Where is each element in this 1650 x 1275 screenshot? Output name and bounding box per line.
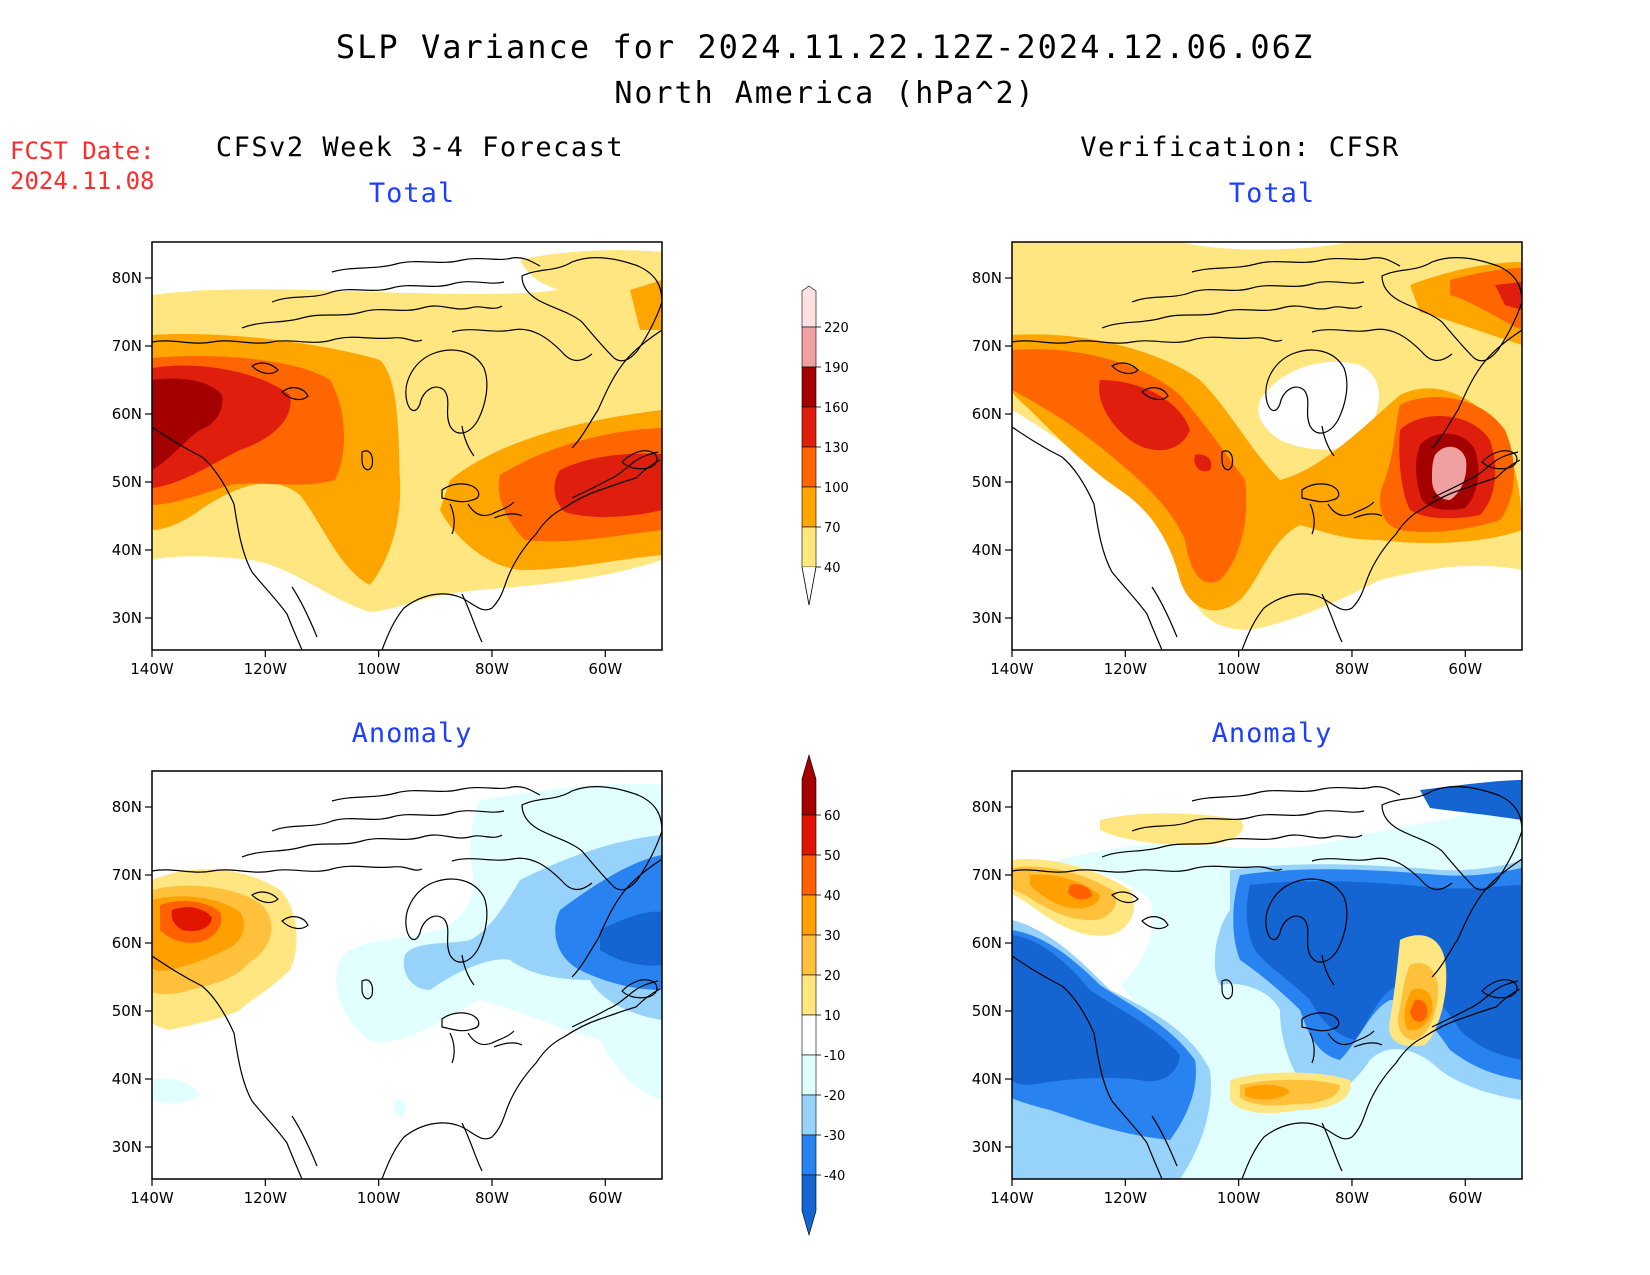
lon-tick-label: 80W [1335, 660, 1369, 678]
lon-tick-label: 140W [130, 660, 174, 678]
colorbar-segment [801, 446, 817, 488]
lat-tick-label: 60N [112, 934, 142, 952]
colorbar-label: -30 [824, 1129, 845, 1144]
lat-tick-label: 70N [112, 866, 142, 884]
colorbar-segment [801, 1174, 817, 1237]
colorbar-label: 160 [824, 401, 849, 416]
lat-tick-label: 80N [972, 798, 1002, 816]
colorbar-segment [801, 1094, 817, 1136]
colorbar-segment [801, 934, 817, 976]
lon-tick-label: 60W [588, 1189, 622, 1207]
lat-tick-label: 40N [972, 1070, 1002, 1088]
map-panel-fcst-anomaly [151, 770, 663, 1180]
colorbar-label: 20 [824, 969, 841, 984]
colorbar-segment [801, 366, 817, 408]
lat-tick-label: 80N [112, 798, 142, 816]
colorbar-label: 40 [824, 889, 841, 904]
axes-layer: 140W 120W 100W 80W 60W 80N 70N 60N 50N 40N 30N 140W… [112, 269, 1483, 1207]
colorbar-segment [801, 1054, 817, 1096]
lon-tick-label: 100W [1217, 1189, 1261, 1207]
colorbar-segment [801, 326, 817, 368]
lon-tick-label: 60W [1448, 660, 1482, 678]
lon-tick-label: 80W [1335, 1189, 1369, 1207]
colorbar-anomaly: -40 -30 -20 -10 10 20 30 40 50 60 [801, 753, 845, 1237]
column-heading-verification: Verification: CFSR [1080, 132, 1400, 163]
colorbar-label: 190 [824, 361, 849, 376]
lat-tick-label: 50N [112, 473, 142, 491]
lon-tick-label: 120W [1104, 1189, 1148, 1207]
figure-title: SLP Variance for 2024.11.22.12Z-2024.12.… [335, 28, 1315, 66]
lon-tick-label: 120W [244, 1189, 288, 1207]
colorbar-total: 40 70 100 130 160 190 220 [801, 285, 849, 606]
colorbar-label: -20 [824, 1089, 845, 1104]
panel-title-fcst-anomaly: Anomaly [351, 718, 473, 749]
lon-tick-label: 80W [475, 660, 509, 678]
lat-tick-label: 80N [972, 269, 1002, 287]
lat-tick-label: 50N [972, 473, 1002, 491]
colorbar-segment [801, 285, 817, 328]
lat-tick-label: 30N [972, 1138, 1002, 1156]
lat-tick-label: 40N [112, 541, 142, 559]
fcst-date-label: FCST Date: [10, 137, 155, 165]
lat-tick-label: 60N [972, 934, 1002, 952]
colorbar-segment [801, 1134, 817, 1176]
colorbar-segment [801, 526, 817, 568]
map-panel-fcst-total [151, 241, 663, 651]
lon-tick-label: 120W [1104, 660, 1148, 678]
column-heading-forecast: CFSv2 Week 3-4 Forecast [215, 132, 625, 163]
lon-tick-label: 100W [357, 1189, 401, 1207]
fcst-date-value: 2024.11.08 [10, 167, 155, 195]
colorbar-label: -40 [824, 1169, 845, 1184]
lon-tick-label: 140W [990, 660, 1034, 678]
colorbar-label: 10 [824, 1009, 841, 1024]
lat-tick-label: 50N [972, 1002, 1002, 1020]
colorbar-segment [801, 814, 817, 856]
colorbar-segment [801, 406, 817, 448]
lon-tick-label: 60W [1448, 1189, 1482, 1207]
lon-tick-label: 100W [357, 660, 401, 678]
lat-tick-label: 30N [112, 1138, 142, 1156]
lat-tick-label: 70N [972, 866, 1002, 884]
colorbar-label: 50 [824, 849, 841, 864]
lon-tick-label: 80W [475, 1189, 509, 1207]
lat-tick-label: 60N [972, 405, 1002, 423]
lat-tick-label: 60N [112, 405, 142, 423]
lat-tick-label: 30N [112, 609, 142, 627]
lon-tick-label: 140W [990, 1189, 1034, 1207]
map-panel-verif-anomaly [1011, 770, 1523, 1180]
colorbar-segment [801, 486, 817, 528]
panel-title-verif-total: Total [1228, 178, 1316, 209]
colorbar-label: 130 [824, 441, 849, 456]
map-panel-verif-total [1011, 241, 1523, 651]
colorbar-segment [801, 753, 817, 816]
lon-tick-label: 140W [130, 1189, 174, 1207]
lon-tick-label: 100W [1217, 660, 1261, 678]
lat-tick-label: 50N [112, 1002, 142, 1020]
colorbar-label: 60 [824, 809, 841, 824]
lon-tick-label: 120W [244, 660, 288, 678]
colorbar-segment [801, 974, 817, 1016]
fcst-date-block: FCST Date: 2024.11.08 [10, 136, 155, 196]
lat-tick-label: 40N [112, 1070, 142, 1088]
lat-tick-label: 30N [972, 609, 1002, 627]
colorbar-label: 30 [824, 929, 841, 944]
colorbar-label: -10 [824, 1049, 845, 1064]
panel-title-verif-anomaly: Anomaly [1211, 718, 1333, 749]
lat-tick-label: 40N [972, 541, 1002, 559]
colorbar-label: 40 [824, 561, 841, 576]
colorbar-segment [801, 894, 817, 936]
figure-subtitle: North America (hPa^2) [614, 76, 1036, 111]
panel-title-fcst-total: Total [368, 178, 456, 209]
colorbar-label: 220 [824, 321, 849, 336]
lat-tick-label: 80N [112, 269, 142, 287]
colorbar-segment [801, 854, 817, 896]
colorbar-label: 100 [824, 481, 849, 496]
colorbar-label: 70 [824, 521, 841, 536]
lat-tick-label: 70N [112, 337, 142, 355]
lon-tick-label: 60W [588, 660, 622, 678]
lat-tick-label: 70N [972, 337, 1002, 355]
colorbar-segment [801, 1014, 817, 1056]
